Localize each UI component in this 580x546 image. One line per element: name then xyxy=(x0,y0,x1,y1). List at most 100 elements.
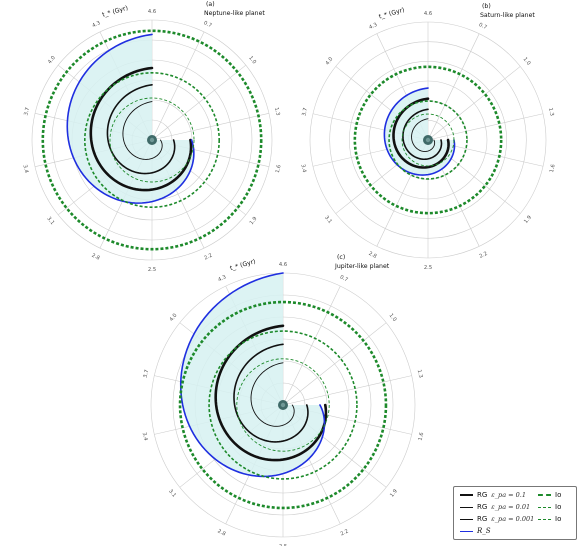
legend-eps: ε_pa = 0.01 xyxy=(491,503,531,511)
legend-item-rg-0.1: RG ε_pa = 0.1 xyxy=(460,490,526,500)
theta-tick-label: 3.1 xyxy=(45,216,55,226)
theta-tick-label: 4.6 xyxy=(424,11,432,17)
theta-tick-label: 3.7 xyxy=(301,107,309,116)
theta-tick-label: 1.0 xyxy=(247,55,257,65)
panel-letter: (a) xyxy=(206,1,215,8)
legend-item-io-thick: Io xyxy=(538,490,561,500)
theta-tick-label: 3.1 xyxy=(323,215,333,225)
legend-item-io-thin: Io xyxy=(538,514,561,524)
theta-tick-label: 1.3 xyxy=(416,369,424,378)
grid-spoke xyxy=(151,113,270,141)
theta-axis-label: t_* (Gyr) xyxy=(378,7,405,21)
legend-item-rs: R_S xyxy=(460,526,491,536)
theta-tick-label: 2.5 xyxy=(148,267,156,273)
panel-title: Jupiter-like planet xyxy=(334,263,390,270)
io-orbit-circle xyxy=(109,97,195,183)
io-orbit-circle xyxy=(353,65,503,215)
theta-tick-label: 2.8 xyxy=(91,253,101,262)
rg-spiral xyxy=(402,108,443,161)
theta-tick-label: 2.2 xyxy=(479,251,489,260)
theta-tick-label: 3.4 xyxy=(141,432,149,442)
theta-tick-label: 4.0 xyxy=(325,56,335,66)
theta-tick-label: 0.7 xyxy=(339,274,349,283)
panel-b-saturn: 4.6 0.7 1.0 1.3 1.6 1.9 2.2 2.5 2.8 3.1 3.4 3.7 4.0 4… xyxy=(299,3,556,271)
panel-c-jupiter: 4.6 0.7 1.0 1.3 1.6 1.9 2.2 2.5 2.8 3.1 3.4 3.7 4.0 4… xyxy=(141,254,426,546)
panel-title: Neptune-like planet xyxy=(204,10,265,17)
panel-title: Saturn-like planet xyxy=(480,12,535,19)
theta-tick-label: 0.7 xyxy=(203,20,213,29)
grid-spoke xyxy=(282,375,412,406)
theta-tick-label: 3.7 xyxy=(23,107,31,116)
legend-swatch xyxy=(460,518,473,520)
theta-tick-label: 1.9 xyxy=(523,215,533,225)
rg-spiral xyxy=(411,118,436,152)
legend-eps: ε_pa = 0.001 xyxy=(491,515,535,523)
theta-tick-label: 0.7 xyxy=(478,22,488,31)
theta-tick-label: 1.6 xyxy=(418,432,426,441)
theta-tick-label: 1.9 xyxy=(249,216,259,226)
rg-spiral xyxy=(214,324,328,462)
grid-spoke xyxy=(282,322,387,406)
legend-swatch xyxy=(538,506,551,508)
grid-spoke xyxy=(151,31,205,141)
legend-swatch xyxy=(538,494,551,496)
panel-letter: (c) xyxy=(337,254,345,261)
theta-tick-label: 3.4 xyxy=(299,164,307,174)
rs-spiral xyxy=(179,272,326,478)
theta-axis-label: t_* (Gyr) xyxy=(229,258,256,272)
legend-label: RG xyxy=(477,515,488,523)
io-orbit-circle xyxy=(41,29,263,251)
io-orbit-circle xyxy=(178,300,388,510)
grid-spoke xyxy=(427,33,480,141)
theta-tick-label: 3.1 xyxy=(167,488,177,498)
theta-tick-label: 4.3 xyxy=(368,22,378,31)
legend-eps: ε_pa = 0.1 xyxy=(491,491,526,499)
panel-letter: (b) xyxy=(482,3,491,10)
panel-a-neptune: 4.6 0.7 1.0 1.3 1.6 1.9 2.2 2.5 2.8 3.1 3.4 3.7 4.0 4… xyxy=(21,1,282,273)
rg-spiral xyxy=(89,66,193,192)
io-orbit-circle xyxy=(401,113,455,167)
theta-axis-label: t_* (Gyr) xyxy=(102,5,129,19)
rs-shaded-region xyxy=(180,273,325,477)
theta-tick-label: 2.8 xyxy=(216,528,226,537)
rg-spiral xyxy=(122,101,163,160)
legend-label: R_S xyxy=(477,527,491,535)
legend-item-io-medium: Io xyxy=(538,502,561,512)
legend-swatch xyxy=(538,518,551,520)
legend-label: Io xyxy=(555,515,562,523)
theta-tick-label: 2.5 xyxy=(279,544,287,546)
legend-item-rg-0.01: RG ε_pa = 0.01 xyxy=(460,502,530,512)
legend-swatch xyxy=(460,494,473,496)
theta-tick-label: 1.6 xyxy=(275,164,283,173)
io-orbit-circle xyxy=(388,100,468,180)
theta-tick-label: 2.2 xyxy=(340,528,350,537)
grid-spoke xyxy=(427,113,544,141)
theta-tick-label: 2.8 xyxy=(367,251,377,260)
theta-tick-label: 4.0 xyxy=(169,313,179,323)
theta-tick-label: 1.3 xyxy=(273,107,281,116)
legend-item-rg-0.001: RG ε_pa = 0.001 xyxy=(460,514,534,524)
legend-label: Io xyxy=(555,491,562,499)
rs-spiral xyxy=(66,33,195,204)
planet-core xyxy=(280,402,286,408)
theta-tick-label: 4.6 xyxy=(148,9,156,15)
legend-swatch xyxy=(460,506,473,508)
theta-tick-label: 1.0 xyxy=(522,56,532,66)
theta-tick-label: 1.0 xyxy=(388,313,398,323)
rg-spiral xyxy=(250,362,295,427)
theta-tick-label: 4.3 xyxy=(217,274,227,283)
planet-core xyxy=(425,137,431,143)
grid-spoke xyxy=(427,66,521,141)
legend-label: Io xyxy=(555,503,562,511)
legend: RG ε_pa = 0.1 RG ε_pa = 0.01 RG ε_pa = 0… xyxy=(453,486,577,540)
theta-tick-label: 3.7 xyxy=(143,369,151,378)
theta-tick-label: 3.4 xyxy=(21,164,29,174)
io-orbit-circle xyxy=(84,72,220,208)
io-orbit-circle xyxy=(236,358,330,452)
io-orbit-circle xyxy=(208,330,358,480)
theta-tick-label: 4.0 xyxy=(47,55,57,65)
theta-tick-label: 1.6 xyxy=(549,164,557,173)
theta-tick-label: 4.3 xyxy=(91,20,101,29)
grid-spoke xyxy=(151,64,247,141)
